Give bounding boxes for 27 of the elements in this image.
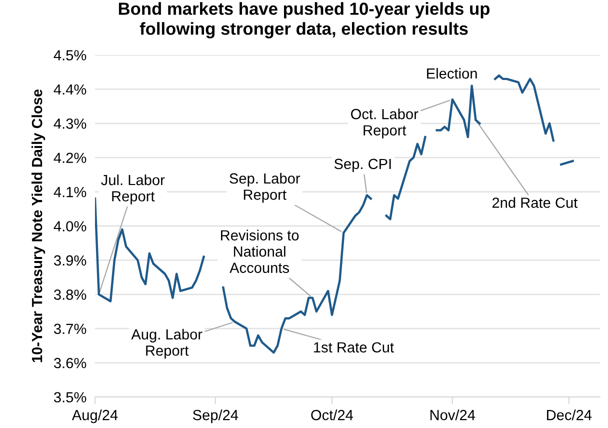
chart-title: Bond markets have pushed 10-year yields up following stronger data, election results [118,2,490,38]
y-tick-label: 3.7% [54,324,86,334]
x-tick-label: Oct/24 [311,410,354,420]
y-tick-label: 3.5% [54,392,86,402]
y-axis-title: 10-Year Treasury Note Yield Daily Close [32,89,46,362]
x-tick-label: Nov/24 [430,410,476,420]
annotation: 2nd Rate Cut [492,197,578,208]
y-tick-label: 3.6% [54,358,86,368]
y-tick-label: 4.4% [54,84,86,95]
annotation: Sep. Labor Report [230,172,300,203]
y-tick-label: 3.9% [54,255,86,266]
annotation: Revisions to National Accounts [221,230,299,273]
y-tick-label: 4.2% [54,152,86,163]
annotation: Aug. Labor Report [131,328,202,359]
annotation: Oct. Labor Report [351,108,418,138]
y-tick-label: 4.5% [54,50,86,60]
annotation: 1st Rate Cut [314,342,394,353]
x-tick-label: Sep/24 [192,410,238,424]
annotation: Election [427,68,477,79]
x-tick-label: Dec/24 [547,410,592,420]
x-tick-label: Aug/24 [72,410,118,424]
annotation: Jul. Labor Report [101,174,165,204]
y-tick-label: 4.0% [54,221,86,232]
y-tick-label: 3.8% [54,290,86,300]
y-tick-label: 4.1% [54,186,86,198]
y-tick-label: 4.3% [54,118,86,129]
annotation: Sep. CPI [334,158,391,172]
